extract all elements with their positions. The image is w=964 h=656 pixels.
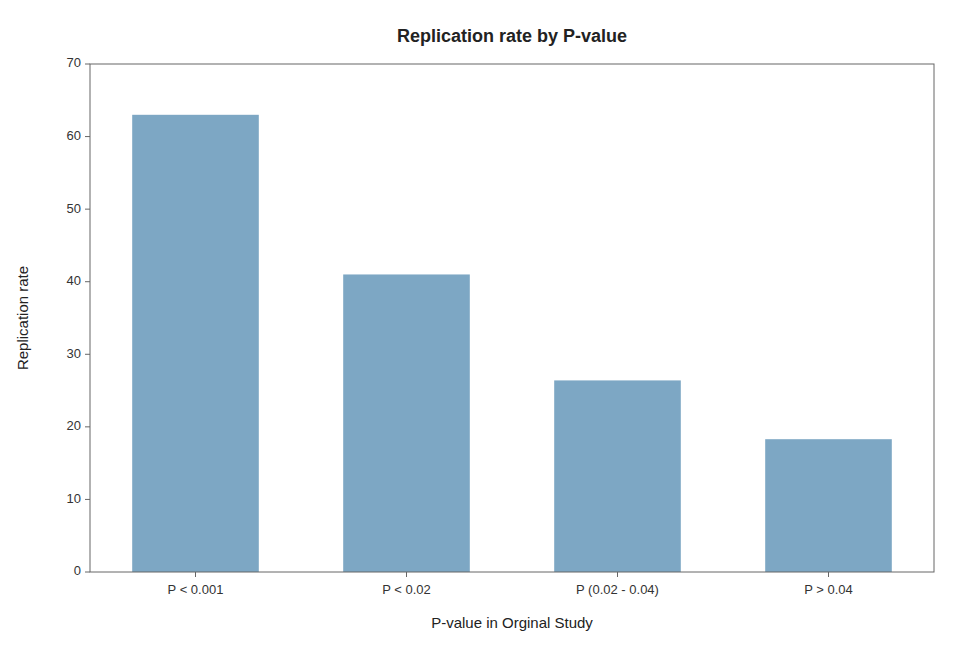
y-tick-label: 20 [67,418,81,433]
x-tick [828,572,829,577]
x-tick-label: P < 0.02 [382,582,431,597]
plot-frame [90,64,934,572]
y-tick-label: 30 [67,346,81,361]
x-tick [617,572,618,577]
y-tick-label: 0 [74,563,81,578]
bar [554,380,681,572]
y-tick [85,354,90,355]
x-tick-label: P > 0.04 [804,582,853,597]
y-axis-label: Replication rate [14,266,31,370]
title: Replication rate by P-value [397,26,627,46]
y-tick-label: 50 [67,201,81,216]
bar [765,439,892,572]
y-axis: 0 10 20 30 40 50 60 70 [67,55,90,578]
chart-svg: 0 10 20 30 40 50 60 70 P < 0.001 P < 0.02 P (0.02 … [0,0,964,656]
bar [343,274,470,572]
y-tick-label: 40 [67,273,81,288]
y-tick [85,281,90,282]
bar [132,115,259,572]
y-tick [85,136,90,137]
bars [132,115,892,572]
x-tick-label: P < 0.001 [168,582,224,597]
x-tick [406,572,407,577]
y-tick [85,209,90,210]
page: {"chart_data": {"type": "bar", "title": … [0,0,964,656]
y-tick [85,64,90,65]
y-tick-label: 10 [67,491,81,506]
x-tick [195,572,196,577]
chart-container: 0 10 20 30 40 50 60 70 P < 0.001 P < 0.02 P (0.02 … [0,0,964,656]
y-tick-label: 70 [67,55,81,70]
y-tick [85,499,90,500]
x-axis: P < 0.001 P < 0.02 P (0.02 - 0.04) P > 0.04 [168,572,853,597]
x-tick-label: P (0.02 - 0.04) [576,582,659,597]
y-tick [85,572,90,573]
x-axis-label: P-value in Orginal Study [431,614,593,631]
y-tick [85,426,90,427]
y-tick-label: 60 [67,128,81,143]
